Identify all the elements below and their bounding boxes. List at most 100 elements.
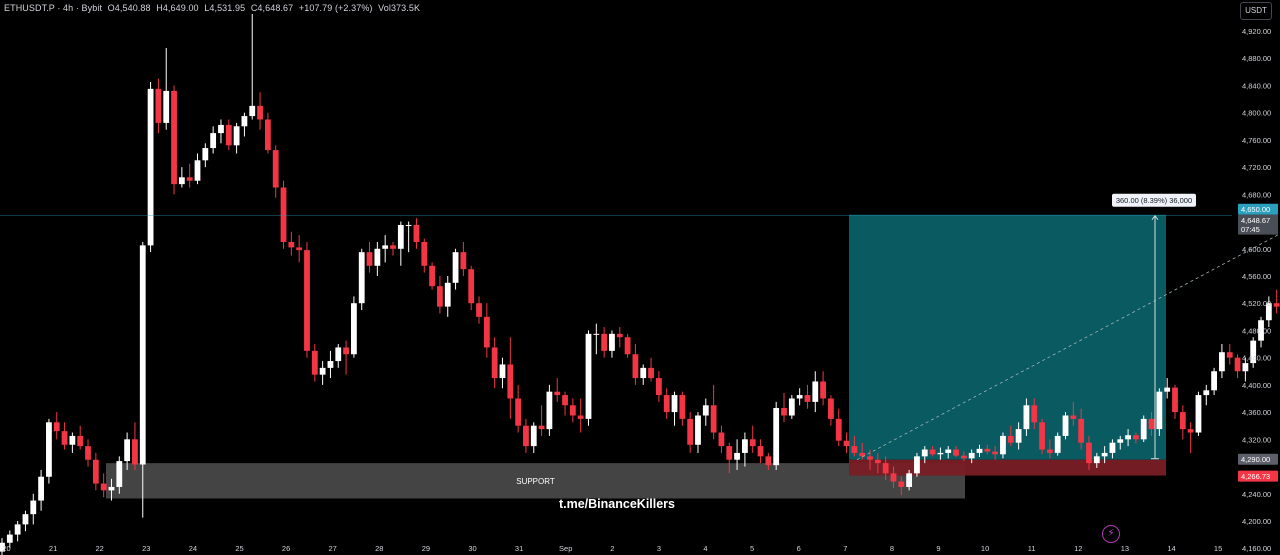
- candle: [147, 82, 154, 253]
- candle-body: [85, 446, 91, 460]
- candle: [640, 364, 647, 385]
- candle: [530, 422, 537, 453]
- candle-body: [874, 459, 881, 464]
- candle: [218, 119, 224, 144]
- candle: [804, 384, 811, 409]
- candle-body: [171, 90, 177, 185]
- candle: [1172, 384, 1178, 419]
- candle-body: [483, 316, 490, 348]
- candle: [781, 393, 787, 423]
- candle: [788, 395, 795, 419]
- stop-zone: [849, 459, 1166, 476]
- lightning-icon[interactable]: ⚡: [1102, 525, 1120, 543]
- candle-body: [0, 542, 5, 552]
- time-tick-label: 26: [282, 544, 290, 553]
- price-label-box: [1238, 203, 1278, 215]
- candle: [1219, 344, 1225, 379]
- candle: [288, 231, 295, 256]
- candle: [718, 425, 725, 453]
- candle: [1046, 439, 1053, 459]
- candle-body: [828, 398, 834, 419]
- candle-body: [1156, 391, 1163, 430]
- time-tick-label: 2: [610, 544, 614, 553]
- candle-body: [444, 282, 451, 307]
- candle: [773, 401, 780, 470]
- price-axis[interactable]: 4,920.00 4,880.00 4,840.00 4,800.00 4,760.00…: [1238, 27, 1278, 553]
- time-tick-label: 7: [843, 544, 847, 553]
- candle: [1179, 405, 1186, 440]
- candle: [1000, 432, 1006, 459]
- price-tick-label: 4,840.00: [1242, 81, 1271, 90]
- candle-body: [1015, 429, 1022, 443]
- candle: [523, 418, 529, 453]
- time-axis[interactable]: 20 21 22 23 24 25 26 27 28 29 30 31 Sep 2 3 4 5 6 7 8 9 10 11 1…: [2, 544, 1222, 553]
- candle-body: [859, 452, 866, 457]
- candle-body: [390, 245, 396, 249]
- candle: [382, 235, 389, 263]
- candle: [1093, 452, 1100, 468]
- candle: [671, 391, 678, 426]
- candle-body: [132, 439, 138, 465]
- candle: [593, 323, 600, 355]
- candle: [100, 473, 107, 498]
- candle: [210, 126, 217, 154]
- candle-body: [569, 405, 576, 416]
- candle: [992, 446, 999, 460]
- support-zone: [106, 463, 965, 499]
- candle: [53, 412, 60, 440]
- candle: [1164, 378, 1171, 399]
- candle: [663, 388, 670, 419]
- candle: [233, 122, 240, 154]
- time-tick-label: 6: [797, 544, 801, 553]
- time-tick-label: 27: [329, 544, 337, 553]
- candle-body: [616, 333, 623, 338]
- candle-body: [22, 514, 29, 525]
- price-label-text: 4,266.73: [1241, 472, 1270, 481]
- candle-body: [749, 439, 756, 447]
- candle: [945, 446, 952, 459]
- candle: [859, 442, 866, 460]
- candle-body: [1164, 387, 1171, 392]
- candle: [304, 241, 310, 358]
- candle-body: [61, 431, 68, 445]
- candle: [178, 167, 185, 188]
- time-tick-label: 3: [657, 544, 661, 553]
- time-tick-label: 13: [1121, 544, 1129, 553]
- candle-body: [523, 425, 529, 447]
- symbol-name[interactable]: ETHUSDT.P · 4h · Bybit: [4, 3, 103, 13]
- candle-body: [374, 248, 381, 266]
- candle: [710, 384, 717, 440]
- candle-body: [249, 105, 256, 117]
- candle: [632, 344, 639, 385]
- candle-body: [554, 391, 561, 396]
- candle: [311, 344, 318, 382]
- symbol-header: ETHUSDT.P · 4h · Bybit O4,540.88 H4,649.…: [4, 3, 423, 13]
- time-tick-label: 5: [750, 544, 754, 553]
- candle-body: [898, 481, 905, 487]
- candle-body: [218, 124, 224, 134]
- time-tick-label: 28: [375, 544, 383, 553]
- candle-body: [1101, 452, 1108, 457]
- candle: [906, 469, 913, 491]
- candle: [452, 248, 459, 290]
- candle: [976, 444, 983, 458]
- price-label-box: [1238, 470, 1278, 482]
- candle: [655, 371, 662, 402]
- price-tick-label: 4,560.00: [1242, 272, 1271, 281]
- candle-body: [194, 160, 201, 181]
- candle-body: [577, 415, 584, 419]
- candle-body: [437, 286, 443, 307]
- candle-body: [296, 247, 303, 251]
- candle: [319, 361, 326, 385]
- currency-button[interactable]: USDT: [1240, 2, 1272, 20]
- candle: [1234, 354, 1241, 379]
- price-tick-label: 4,920.00: [1242, 27, 1271, 36]
- candle: [1109, 439, 1116, 459]
- candle: [194, 153, 201, 185]
- candle-body: [366, 252, 373, 266]
- candle-body: [671, 395, 678, 413]
- target-zone: [849, 214, 1166, 460]
- ohlc-high: H4,649.00: [156, 3, 199, 13]
- candle-body: [601, 333, 608, 351]
